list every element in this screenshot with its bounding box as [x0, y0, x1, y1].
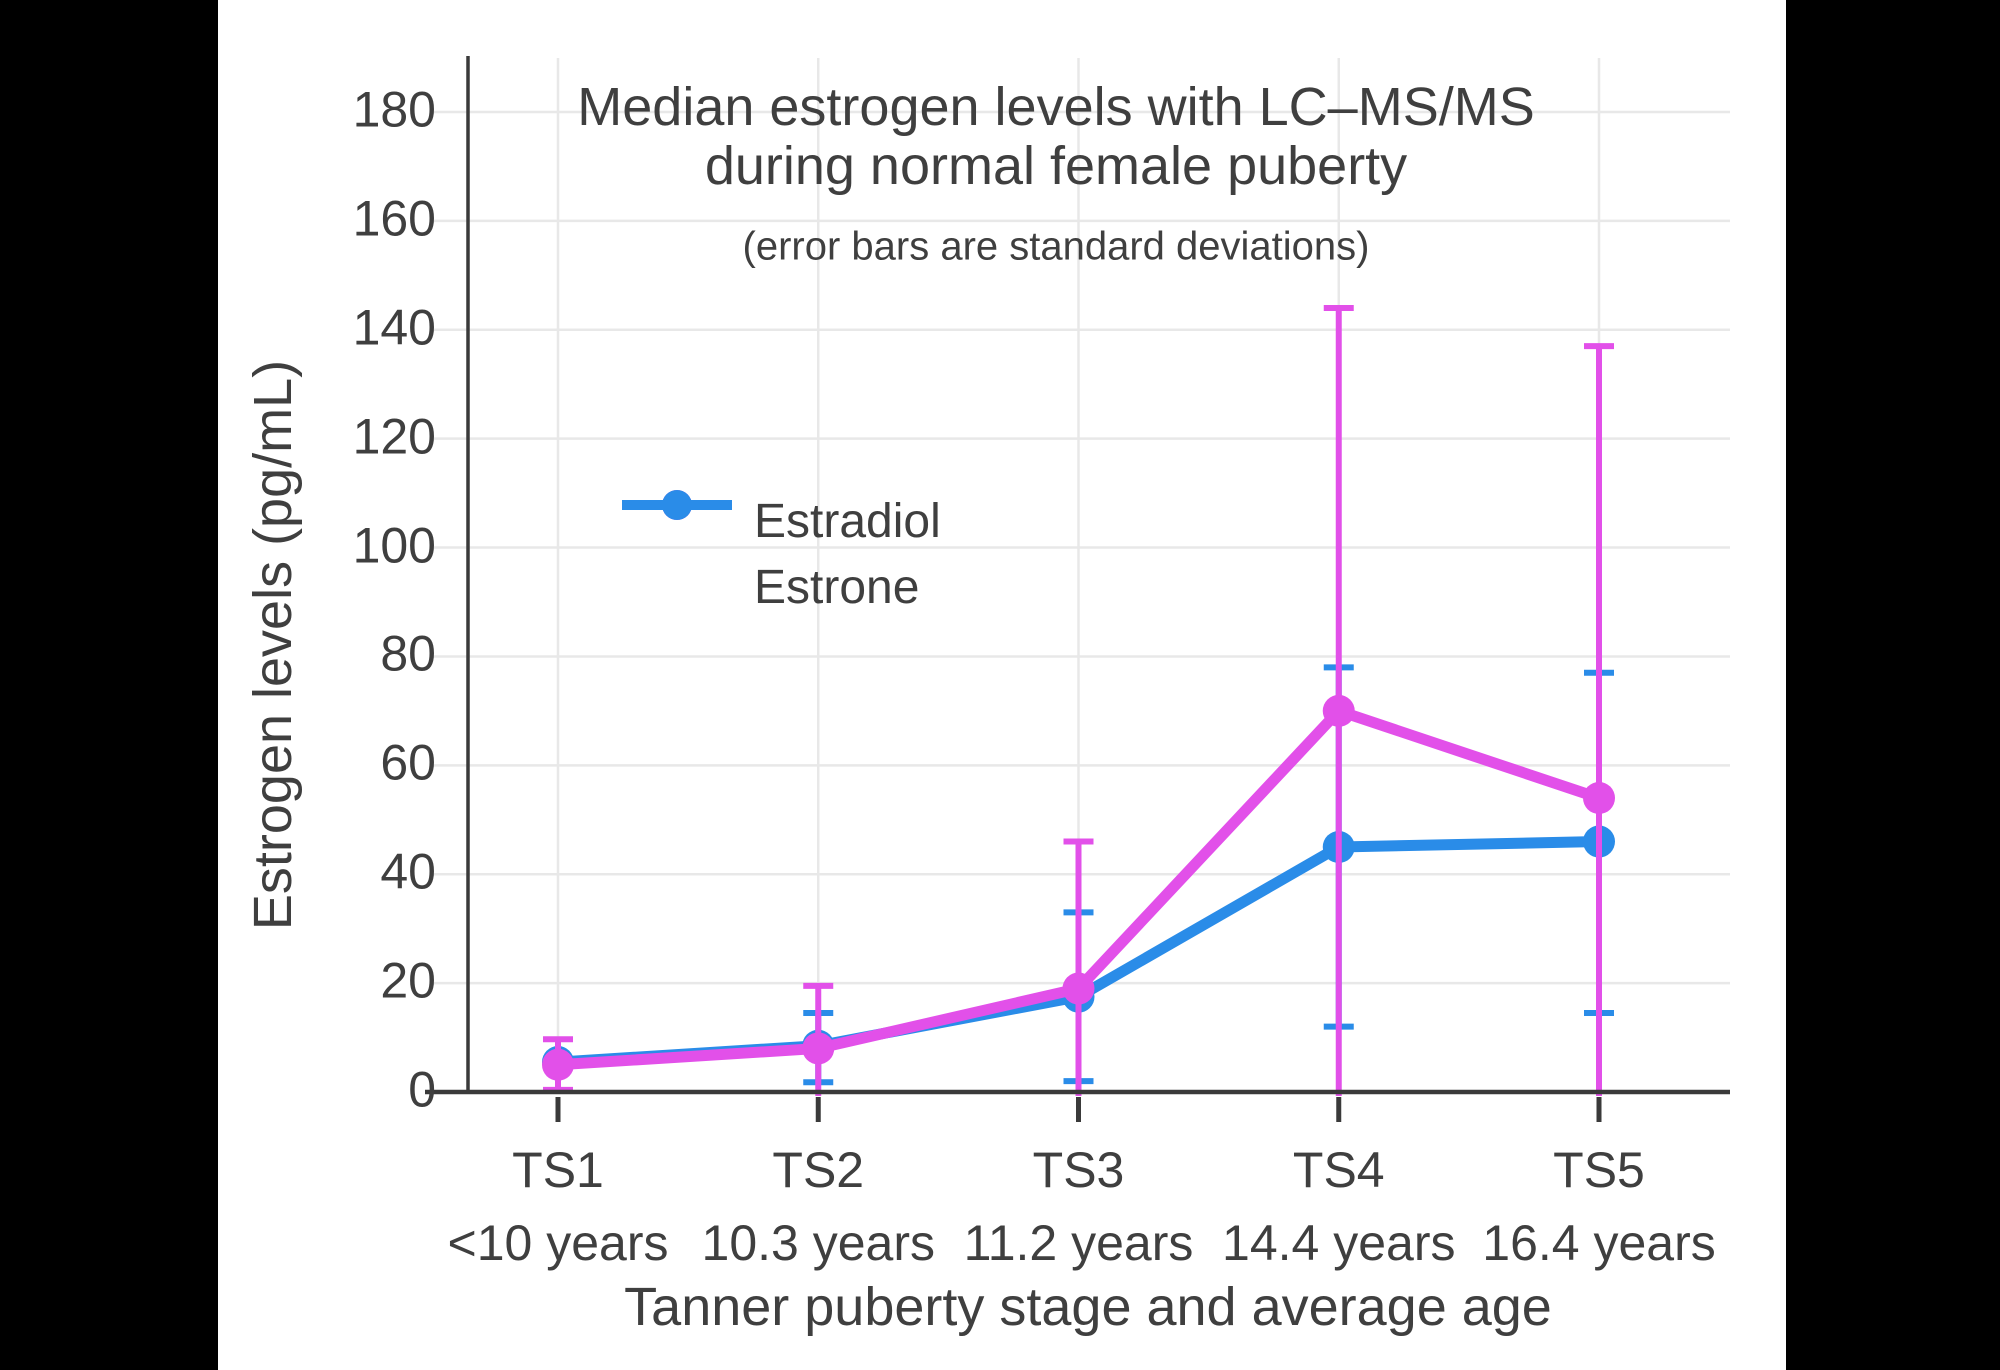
data-point	[1583, 782, 1615, 814]
y-tick-label: 160	[352, 190, 436, 247]
x-age-label: 14.4 years	[1222, 1215, 1456, 1271]
chart-canvas: Median estrogen levels with LC–MS/MS dur…	[218, 0, 1786, 1370]
x-age-label: 16.4 years	[1482, 1215, 1716, 1271]
chart-subtitle: (error bars are standard deviations)	[742, 224, 1370, 269]
y-tick-label: 40	[380, 843, 436, 900]
x-age-label: 11.2 years	[963, 1215, 1194, 1271]
y-tick-label: 180	[352, 81, 436, 138]
data-point	[1062, 972, 1095, 1005]
y-tick-label: 80	[380, 626, 436, 683]
chart-title-line1: Median estrogen levels with LC–MS/MS	[577, 77, 1535, 137]
y-tick-label: 20	[380, 952, 436, 1009]
legend: Estradiol Estrone	[622, 488, 941, 620]
x-axis-title: Tanner puberty stage and average age	[624, 1277, 1552, 1337]
y-tick-label: 100	[352, 517, 436, 574]
data-point	[802, 1032, 835, 1065]
x-stage-label: TS5	[1553, 1142, 1645, 1198]
x-stage-label: TS4	[1292, 1142, 1385, 1198]
legend-label: Estrone	[754, 560, 920, 614]
data-point	[1322, 694, 1355, 727]
data-point	[542, 1048, 574, 1081]
y-tick-label: 60	[380, 735, 436, 792]
legend-item-estrone: Estrone	[622, 490, 941, 620]
x-age-label: 10.3 years	[701, 1215, 935, 1271]
x-stage-label: TS1	[512, 1142, 604, 1198]
y-tick-label: 120	[352, 408, 436, 465]
legend-sample-icon	[622, 490, 732, 604]
x-stage-label: TS2	[772, 1142, 865, 1198]
plot-area	[425, 56, 1730, 1122]
series-estradiol	[542, 305, 1615, 1096]
y-tick-label: 140	[352, 299, 436, 356]
x-age-label: <10 years	[447, 1215, 669, 1271]
chart-title-line2: during normal female puberty	[704, 136, 1408, 196]
legend-label: Estradiol	[754, 494, 941, 548]
y-tick-label: 0	[408, 1061, 436, 1118]
x-stage-label: TS3	[1032, 1142, 1125, 1198]
